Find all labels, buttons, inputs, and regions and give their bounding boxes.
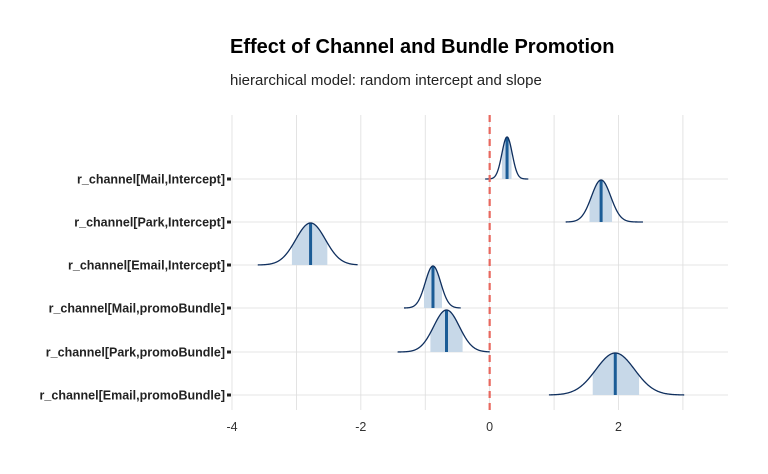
y-tick-label: r_channel[Mail,Intercept] (77, 173, 225, 187)
y-tick-mark (227, 393, 231, 397)
density-ridge (485, 136, 529, 180)
x-tick-label: -4 (226, 420, 237, 434)
y-tick-mark (227, 220, 231, 224)
chart-subtitle: hierarchical model: random intercept and… (230, 72, 542, 89)
density-ridge (548, 352, 685, 396)
density-ridge (565, 179, 643, 223)
density-outline (485, 136, 529, 180)
density-outline (548, 352, 685, 396)
density-outline (403, 265, 461, 309)
x-tick-labels: -4 -2 0 2 (226, 420, 622, 434)
density-ridge (397, 309, 490, 353)
density-ridge (403, 265, 461, 309)
density-outline (257, 222, 358, 266)
y-tick-mark (227, 306, 231, 310)
chart-title: Effect of Channel and Bundle Promotion (230, 36, 615, 58)
x-tick-label: -2 (355, 420, 366, 434)
y-tick-label: r_channel[Mail,promoBundle] (49, 302, 225, 316)
y-tick-labels: r_channel[Mail,Intercept] r_channel[Park,… (40, 173, 231, 403)
y-tick-label: r_channel[Email,promoBundle] (40, 389, 225, 403)
y-tick-mark (227, 177, 231, 181)
x-tick-label: 2 (615, 420, 622, 434)
y-tick-mark (227, 263, 231, 267)
density-outline (565, 179, 643, 223)
y-tick-label: r_channel[Email,Intercept] (68, 259, 225, 273)
y-tick-mark (227, 350, 231, 354)
y-tick-label: r_channel[Park,Intercept] (74, 216, 225, 230)
density-outline (397, 309, 490, 353)
ridge-layer (257, 136, 685, 396)
x-tick-label: 0 (486, 420, 493, 434)
y-tick-label: r_channel[Park,promoBundle] (46, 346, 225, 360)
density-ridge (257, 222, 358, 266)
